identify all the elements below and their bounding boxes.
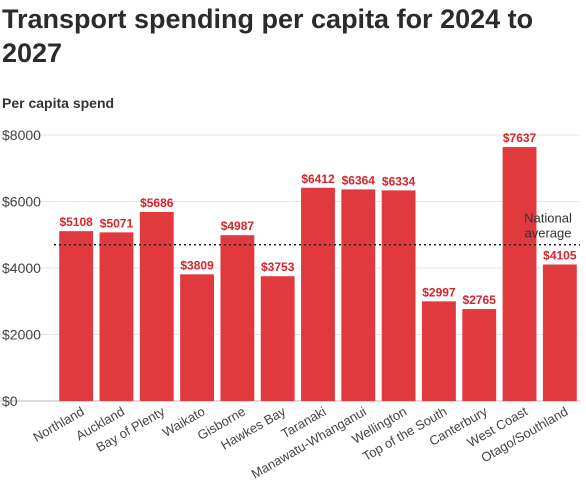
bar xyxy=(341,189,376,401)
chart-subtitle: Per capita spend xyxy=(2,95,115,111)
bar xyxy=(421,301,456,401)
data-label: $5686 xyxy=(140,196,174,210)
data-label: $6364 xyxy=(342,173,376,187)
y-tick-label: $2000 xyxy=(2,327,41,343)
bars xyxy=(59,147,577,401)
y-tick-label: $0 xyxy=(2,393,18,409)
bar xyxy=(220,235,255,401)
data-label: $2997 xyxy=(422,285,456,299)
y-tick-label: $8000 xyxy=(2,127,41,143)
y-tick-label: $4000 xyxy=(2,260,41,276)
bar xyxy=(542,264,577,401)
data-labels: $5108 $5071 $5686 $3809 $4987 $3753 $6412 $6364… xyxy=(59,131,576,307)
data-label: $4987 xyxy=(221,219,255,233)
data-label: $2765 xyxy=(463,293,497,307)
y-tick-label: $6000 xyxy=(2,194,41,210)
data-label: $4105 xyxy=(543,249,577,263)
bar xyxy=(381,190,416,401)
bar xyxy=(462,309,497,401)
bar xyxy=(99,232,134,401)
data-label: $7637 xyxy=(503,131,537,145)
national-average: National average xyxy=(54,211,580,246)
bar xyxy=(301,187,335,401)
data-label: $3753 xyxy=(261,260,295,274)
chart-title: Transport spending per capita for 2024 t… xyxy=(2,4,534,68)
y-axis-ticks: $0 $2000 $4000 $6000 $8000 xyxy=(2,127,41,409)
bar xyxy=(59,231,94,401)
data-label: $5108 xyxy=(59,215,93,229)
bar xyxy=(502,147,537,401)
data-label: $3809 xyxy=(180,258,214,272)
national-average-label: National xyxy=(524,211,572,226)
bar xyxy=(180,274,215,401)
bar xyxy=(260,276,295,401)
data-label: $5071 xyxy=(100,216,134,230)
data-label: $6412 xyxy=(301,172,335,186)
data-label: $6334 xyxy=(382,174,416,188)
national-average-label: average xyxy=(525,226,572,241)
bar xyxy=(139,211,174,401)
